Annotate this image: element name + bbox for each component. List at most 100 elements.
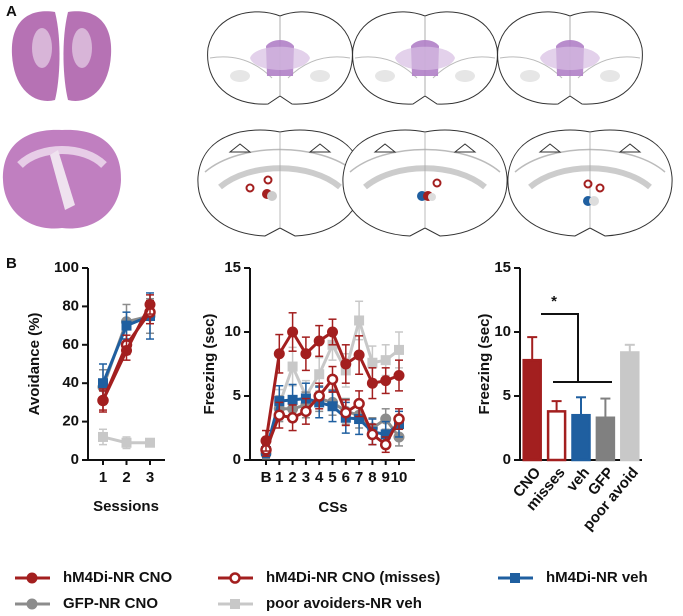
y-axis-title: Freezing (sec) bbox=[476, 314, 493, 415]
point bbox=[394, 344, 404, 355]
point bbox=[380, 355, 391, 366]
x-tick-label: 6 bbox=[342, 469, 350, 486]
legend-label: GFP-NR CNO bbox=[63, 595, 158, 612]
y-tick-label: 0 bbox=[503, 451, 511, 468]
point bbox=[144, 298, 156, 310]
atlas-section bbox=[198, 130, 362, 236]
point bbox=[367, 357, 378, 368]
y-tick-label: 100 bbox=[54, 259, 79, 276]
bar bbox=[595, 416, 616, 462]
bar bbox=[620, 351, 640, 462]
point bbox=[286, 412, 299, 424]
x-tick-label: 2 bbox=[288, 469, 296, 486]
x-tick-label: 1 bbox=[99, 469, 107, 486]
point bbox=[98, 378, 108, 389]
point bbox=[354, 414, 365, 425]
point bbox=[121, 320, 132, 331]
point bbox=[366, 377, 378, 389]
point bbox=[326, 373, 339, 386]
point bbox=[353, 349, 365, 361]
point bbox=[287, 326, 299, 338]
significance-bracket bbox=[541, 313, 579, 382]
point bbox=[287, 361, 298, 372]
x-tick-label: 10 bbox=[391, 469, 408, 486]
x-tick-label: 7 bbox=[355, 469, 363, 486]
x-tick-label: 1 bbox=[275, 469, 283, 486]
atlas-section bbox=[352, 11, 498, 105]
point bbox=[393, 370, 405, 382]
point bbox=[300, 348, 312, 360]
y-tick-label: 5 bbox=[503, 387, 511, 404]
y-tick-label: 20 bbox=[62, 413, 79, 430]
x-tick-label: 9 bbox=[382, 469, 390, 486]
x-tick-label: 4 bbox=[315, 469, 324, 486]
x-tick-label: 5 bbox=[328, 469, 336, 486]
point bbox=[273, 348, 285, 360]
point bbox=[98, 431, 108, 442]
histology-bottom bbox=[2, 129, 122, 229]
bar bbox=[571, 413, 591, 462]
atlas-section bbox=[508, 130, 672, 236]
point bbox=[287, 394, 298, 405]
y-tick-label: 10 bbox=[224, 323, 241, 340]
annotation: * bbox=[551, 293, 557, 310]
point bbox=[313, 335, 325, 347]
legend-label: hM4Di-NR CNO bbox=[63, 569, 172, 586]
point bbox=[260, 435, 272, 447]
point bbox=[340, 406, 352, 419]
point bbox=[366, 428, 379, 441]
legend-marker bbox=[26, 598, 38, 610]
legend-marker bbox=[26, 572, 38, 584]
bar bbox=[546, 410, 567, 462]
point bbox=[314, 369, 325, 380]
point bbox=[327, 401, 338, 412]
point bbox=[97, 394, 109, 406]
x-tick-label: 3 bbox=[146, 469, 154, 486]
point bbox=[353, 397, 365, 410]
point bbox=[379, 438, 392, 451]
atlas-section bbox=[497, 11, 643, 105]
legend-label: poor avoiders-NR veh bbox=[266, 595, 422, 612]
x-tick-label: 3 bbox=[302, 469, 310, 486]
y-tick-label: 40 bbox=[62, 374, 79, 391]
x-axis-title: CSs bbox=[318, 499, 347, 516]
point bbox=[313, 390, 325, 402]
legend-marker bbox=[229, 572, 241, 584]
legend-marker bbox=[230, 599, 240, 609]
point bbox=[393, 413, 405, 425]
atlas-section bbox=[207, 11, 353, 105]
point bbox=[380, 429, 391, 440]
point bbox=[380, 375, 392, 387]
y-tick-label: 0 bbox=[233, 451, 241, 468]
point bbox=[327, 326, 338, 338]
y-tick-label: 10 bbox=[494, 323, 511, 340]
y-tick-label: 15 bbox=[494, 259, 511, 276]
point bbox=[273, 409, 286, 421]
y-tick-label: 15 bbox=[224, 259, 241, 276]
legend-label: hM4Di-NR veh bbox=[546, 569, 648, 586]
placements bbox=[245, 175, 605, 206]
bar bbox=[522, 358, 542, 462]
point bbox=[145, 437, 155, 448]
x-tick-label: 8 bbox=[368, 469, 376, 486]
x-tick-label: 2 bbox=[122, 469, 130, 486]
panel-label: B bbox=[6, 255, 17, 272]
point bbox=[274, 396, 285, 407]
y-axis-title: Avoidance (%) bbox=[26, 313, 43, 416]
point bbox=[354, 315, 365, 326]
atlas-section bbox=[343, 130, 507, 236]
point bbox=[340, 358, 352, 370]
y-axis-title: Freezing (sec) bbox=[201, 314, 218, 415]
y-tick-label: 5 bbox=[233, 387, 241, 404]
histology-top bbox=[11, 11, 112, 101]
point bbox=[121, 345, 132, 357]
y-tick-label: 0 bbox=[71, 451, 79, 468]
y-tick-label: 80 bbox=[62, 297, 79, 314]
x-axis-title: Sessions bbox=[93, 498, 159, 515]
x-tick-label: B bbox=[261, 469, 272, 486]
panel-label: A bbox=[6, 3, 17, 20]
panel-a: A bbox=[2, 3, 672, 236]
point bbox=[300, 405, 312, 418]
legend-label: hM4Di-NR CNO (misses) bbox=[266, 569, 440, 586]
